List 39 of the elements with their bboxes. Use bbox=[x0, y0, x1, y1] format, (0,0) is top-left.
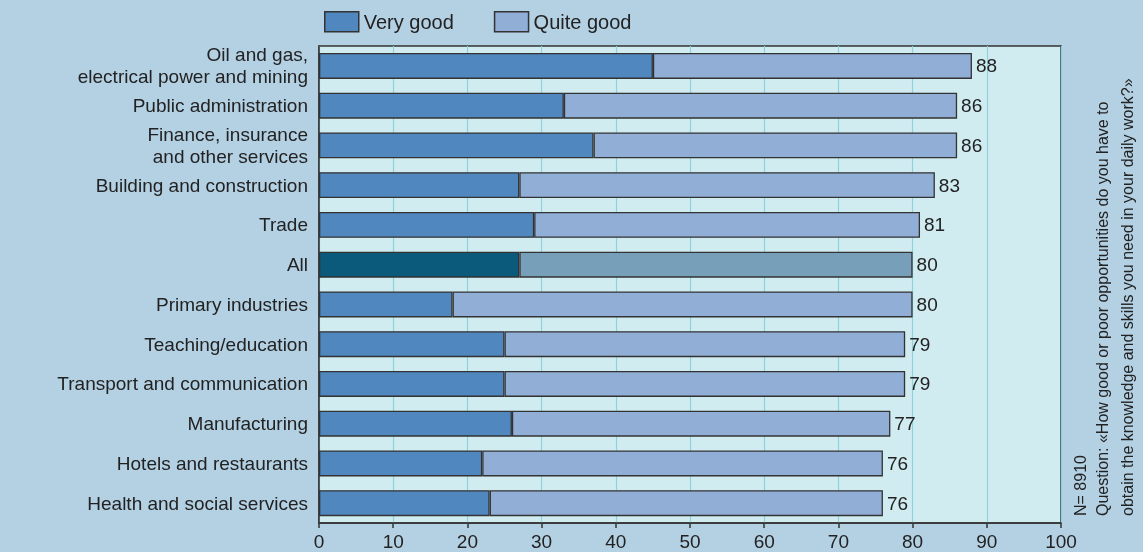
x-tick-label: 100 bbox=[1045, 531, 1077, 552]
x-tick-label: 70 bbox=[827, 531, 849, 552]
x-tick-label: 20 bbox=[456, 531, 478, 552]
x-tick-label: 40 bbox=[605, 531, 627, 552]
total-label: 86 bbox=[961, 134, 983, 156]
text: N= 8910 bbox=[1072, 454, 1089, 516]
x-tick-label: 50 bbox=[679, 531, 701, 552]
y-tick-label: Building and construction bbox=[95, 174, 308, 196]
legend-label: Quite good bbox=[533, 10, 632, 33]
total-label: 77 bbox=[894, 413, 916, 435]
y-tick-label: Health and social services bbox=[87, 492, 308, 514]
y-tick-label: Public administration bbox=[132, 95, 308, 117]
y-tick-label: Trade bbox=[259, 214, 308, 236]
total-label: 80 bbox=[916, 293, 938, 315]
text: Question: «How good or poor opportunities do you have to obtain the knowledge and skills you need in your daily work?» bbox=[1094, 78, 1136, 516]
x-tick-label: 80 bbox=[902, 531, 924, 552]
y-tick-label: Manufacturing bbox=[187, 413, 308, 435]
x-tick-label: 0 bbox=[313, 531, 325, 552]
legend-label: Very good bbox=[363, 10, 454, 33]
total-label: 81 bbox=[924, 214, 946, 236]
y-tick-label: Oil and gas, electrical power and mining bbox=[77, 44, 308, 88]
y-tick-label: Hotels and restaurants bbox=[116, 452, 308, 474]
total-label: 76 bbox=[886, 452, 909, 474]
total-label: 88 bbox=[975, 55, 998, 77]
x-tick-label: 30 bbox=[531, 531, 553, 552]
total-label: 80 bbox=[916, 254, 938, 276]
y-tick-label: Teaching/education bbox=[144, 333, 308, 355]
total-label: 83 bbox=[938, 174, 960, 196]
y-tick-label: Finance, insurance and other services bbox=[147, 123, 308, 167]
y-tick-label: Transport and communication bbox=[57, 373, 308, 395]
x-tick-label: 60 bbox=[753, 531, 775, 552]
total-label: 79 bbox=[909, 373, 931, 395]
y-tick-label: All bbox=[286, 254, 308, 276]
total-label: 86 bbox=[961, 95, 983, 117]
total-label: 76 bbox=[886, 492, 909, 514]
x-tick-label: 10 bbox=[382, 531, 404, 552]
y-tick-label: Primary industries bbox=[155, 293, 308, 315]
x-tick-label: 90 bbox=[976, 531, 998, 552]
total-label: 79 bbox=[909, 333, 931, 355]
